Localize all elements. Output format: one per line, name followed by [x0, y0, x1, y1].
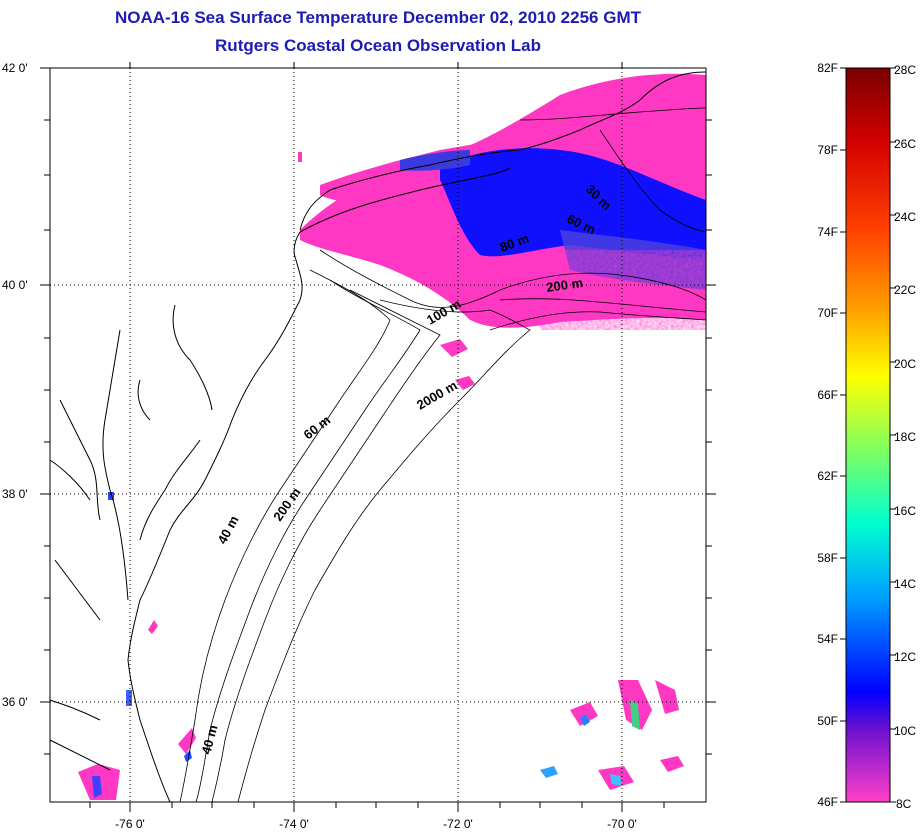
colorbar-c-label: 24C	[894, 210, 916, 224]
colorbar-f-label: 74F	[817, 225, 838, 239]
lat-label: 42 0'	[2, 61, 28, 75]
colorbar-f-label: 54F	[817, 632, 838, 646]
colorbar-c-label: 18C	[894, 430, 916, 444]
colorbar-f-label: 78F	[817, 143, 838, 157]
lat-label: 38 0'	[2, 487, 28, 501]
lat-label: 40 0'	[2, 278, 28, 292]
isobath-label: 200 m	[270, 485, 303, 524]
lon-label: -70 0'	[607, 817, 637, 831]
colorbar-c-label: 14C	[894, 577, 916, 591]
map-frame	[49, 67, 707, 803]
colorbar-f-label: 82F	[817, 61, 838, 75]
colorbar: 82F 78F 74F 70F 66F 62F 58F 54F 50F 46F …	[817, 61, 916, 811]
colorbar-f-label: 46F	[817, 795, 838, 809]
colorbar-f-label: 62F	[817, 469, 838, 483]
colorbar-f-label: 66F	[817, 388, 838, 402]
map-title: NOAA-16 Sea Surface Temperature December…	[115, 8, 641, 27]
isobath-label: 40 m	[214, 513, 241, 546]
axis-ticks	[40, 62, 716, 812]
map-subtitle: Rutgers Coastal Ocean Observation Lab	[215, 36, 541, 55]
isobath-label: 60 m	[301, 412, 334, 442]
sst-data-layer	[78, 73, 706, 800]
colorbar-c-label: 22C	[894, 283, 916, 297]
graticule	[50, 68, 706, 802]
colorbar-gradient	[845, 67, 891, 803]
colorbar-c-label: 8C	[896, 797, 912, 811]
colorbar-c-label: 16C	[894, 504, 916, 518]
colorbar-c-label: 12C	[894, 650, 916, 664]
coastline-layer	[49, 71, 707, 803]
lat-label: 36 0'	[2, 695, 28, 709]
lon-label: -72 0'	[443, 817, 473, 831]
colorbar-f-label: 50F	[817, 714, 838, 728]
colorbar-f-label: 70F	[817, 306, 838, 320]
colorbar-c-label: 26C	[894, 137, 916, 151]
colorbar-c-label: 20C	[894, 357, 916, 371]
isobath-label: 200 m	[545, 275, 584, 295]
colorbar-c-label: 28C	[894, 63, 916, 77]
lon-label: -74 0'	[279, 817, 309, 831]
colorbar-c-label: 10C	[894, 724, 916, 738]
colorbar-f-label: 58F	[817, 551, 838, 565]
isobath-label: 40 m	[198, 723, 220, 756]
lon-label: -76 0'	[115, 817, 145, 831]
